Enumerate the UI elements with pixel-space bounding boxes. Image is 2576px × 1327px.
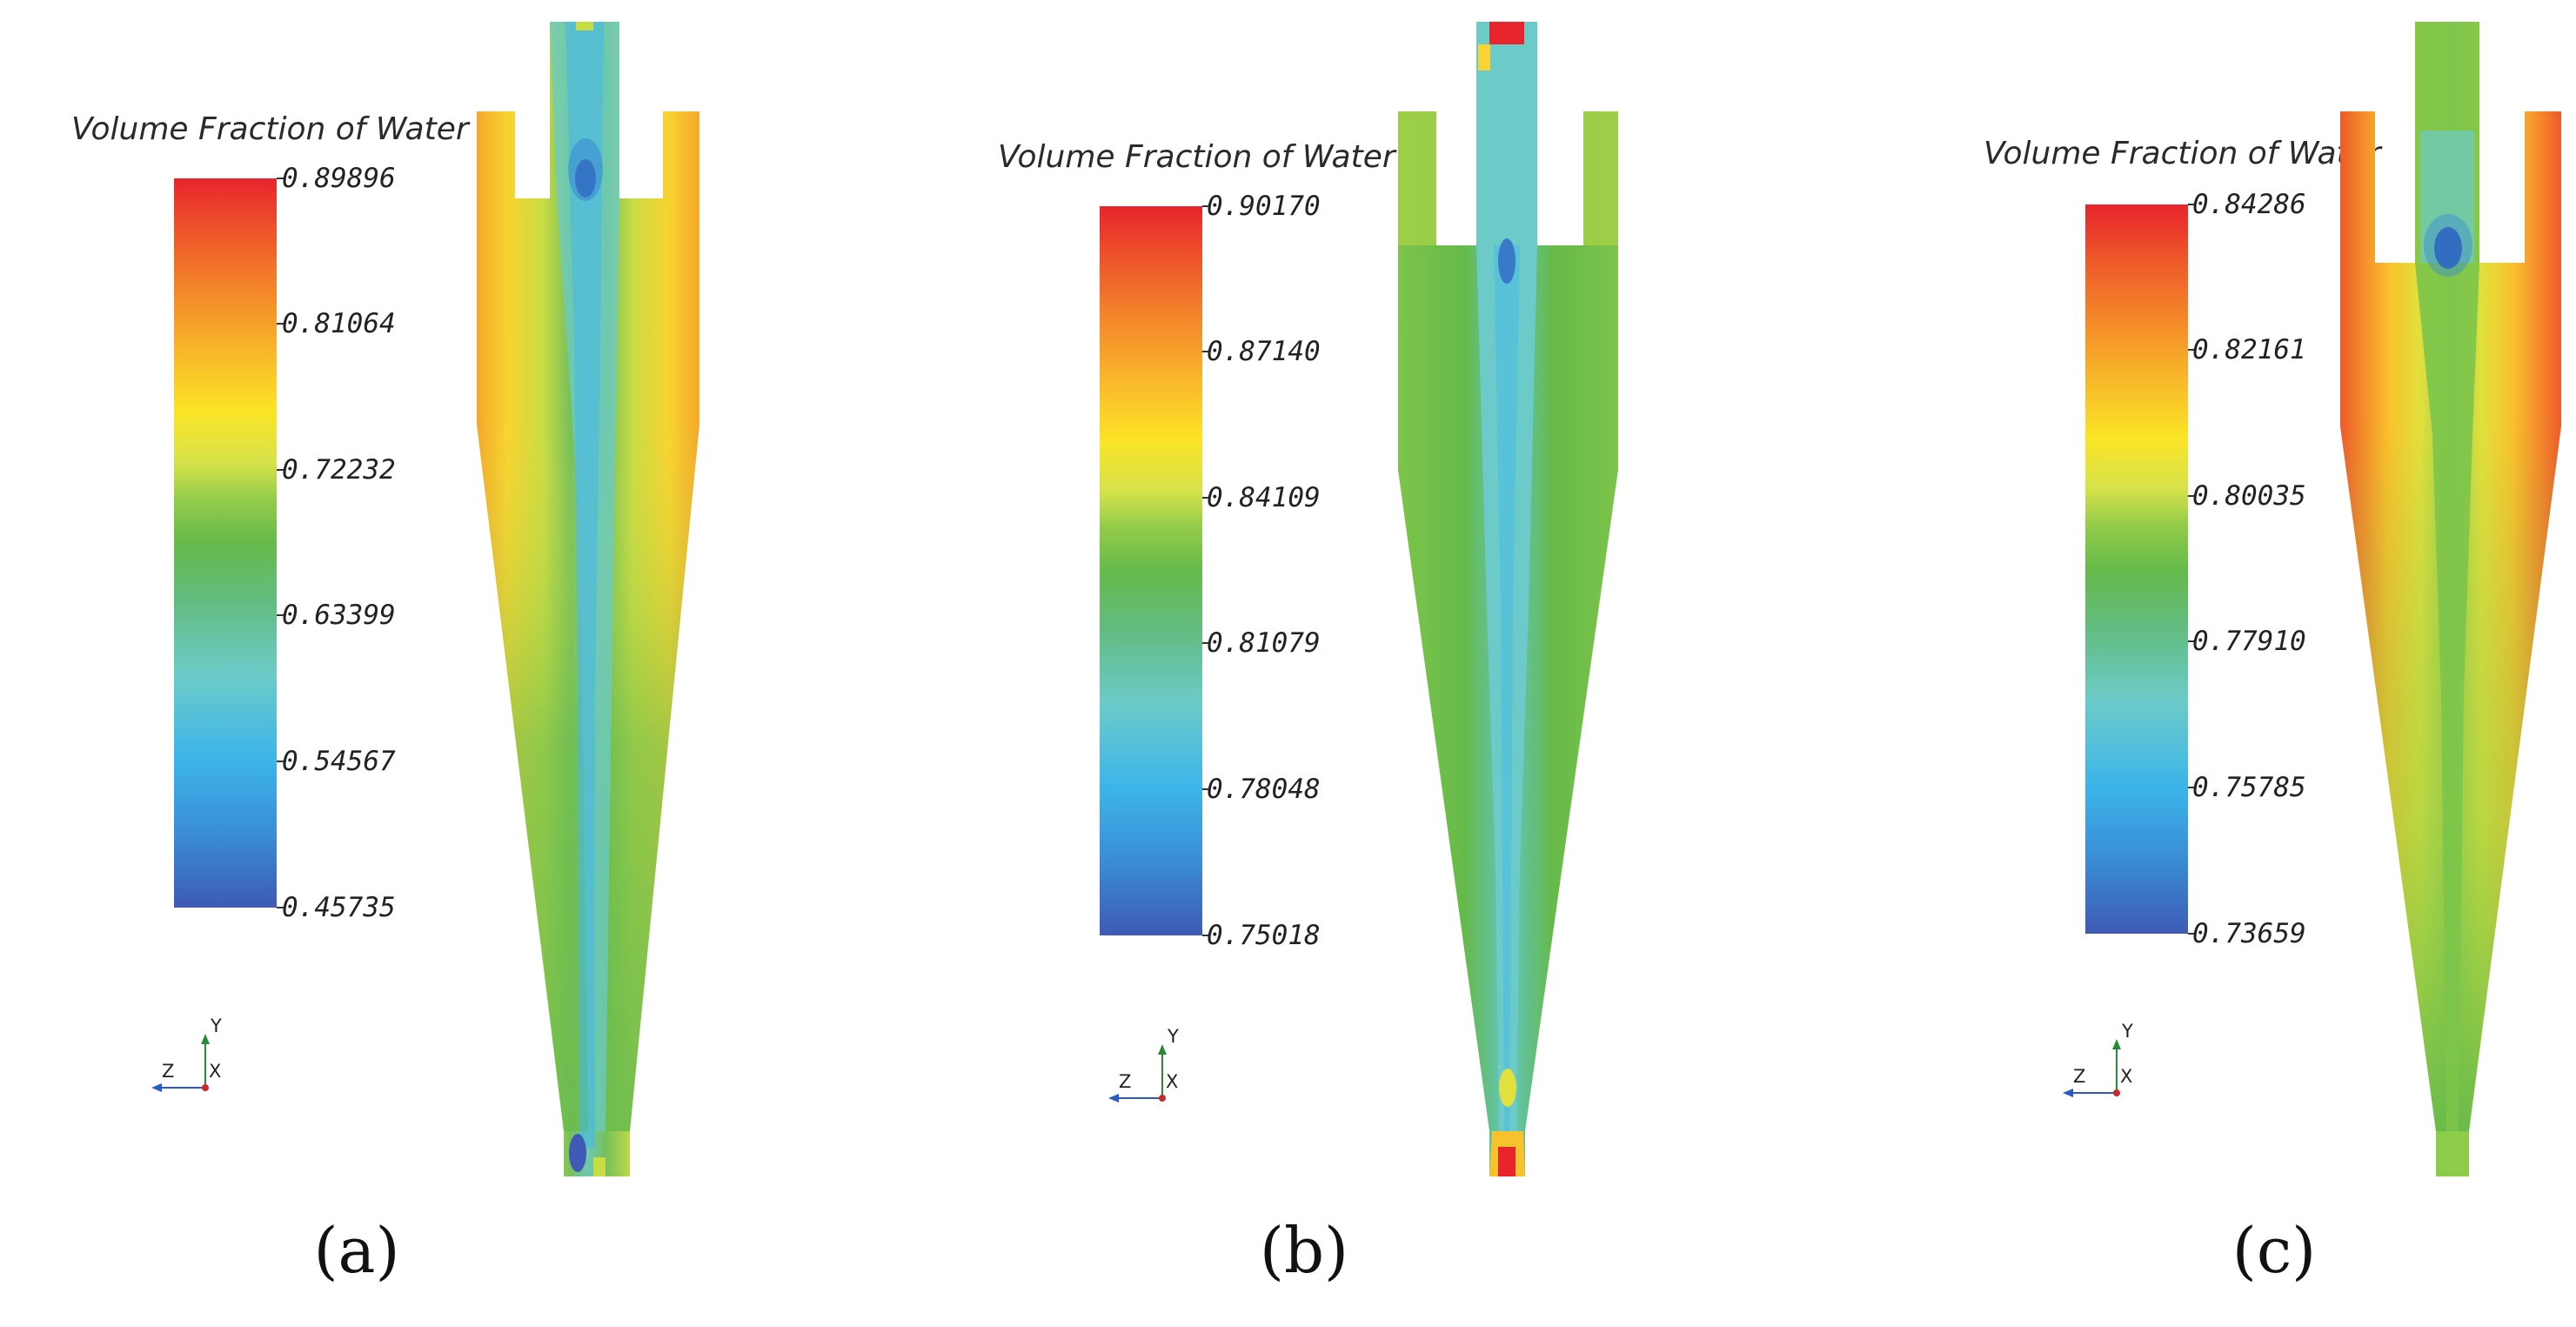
axis-y-label: Y xyxy=(210,1015,222,1036)
axis-y-label: Y xyxy=(1167,1026,1179,1047)
axes-triad: Y Z X xyxy=(2063,1021,2133,1097)
panel-c-figure: Volume Fraction of Water 0.84286 0.82161… xyxy=(1984,22,2561,1176)
axis-z-label: Z xyxy=(1119,1071,1131,1092)
colorbar-tick: 0.82161 xyxy=(2192,334,2306,365)
panel-label: (a) xyxy=(313,1214,400,1287)
colorbar-tick: 0.75785 xyxy=(2192,772,2306,803)
colorbar-tick: 0.77910 xyxy=(2192,626,2306,657)
colorbar-tick: 0.89896 xyxy=(282,163,396,194)
panel-label: (b) xyxy=(1259,1214,1349,1287)
colorbar-tick: 0.75018 xyxy=(1207,920,1321,951)
colorbar-tick: 0.81064 xyxy=(282,308,396,339)
axes-triad: Y Z X xyxy=(1108,1026,1179,1102)
colorbar-tick: 0.87140 xyxy=(1207,336,1321,367)
panel-a: Volume Fraction of Water 0.89896 0.81064… xyxy=(0,0,859,1327)
hydrocyclone-contour xyxy=(1398,22,1618,1176)
axis-y-label: Y xyxy=(2121,1021,2133,1042)
axes-triad: Y Z X xyxy=(151,1015,222,1092)
hydrocyclone-contour xyxy=(477,22,699,1176)
colorbar xyxy=(1100,206,1202,935)
hydrocyclone-contour xyxy=(2340,22,2561,1176)
colorbar-tick: 0.54567 xyxy=(282,746,396,777)
colorbar-tick: 0.84286 xyxy=(2192,189,2306,220)
colorbar-tick: 0.81079 xyxy=(1207,627,1321,659)
colorbar-tick: 0.45735 xyxy=(282,892,396,923)
axis-z-label: Z xyxy=(162,1061,174,1082)
axis-x-label: X xyxy=(2120,1066,2132,1087)
axis-x-label: X xyxy=(209,1061,221,1082)
axis-z-label: Z xyxy=(2073,1066,2085,1087)
colorbar-tick: 0.73659 xyxy=(2192,918,2306,949)
colorbar-tick: 0.84109 xyxy=(1207,482,1321,513)
axis-x-label: X xyxy=(1166,1071,1178,1092)
colorbar xyxy=(174,178,277,908)
colorbar-tick: 0.63399 xyxy=(282,600,396,631)
colorbar xyxy=(2085,204,2188,934)
panel-a-figure: Volume Fraction of Water 0.89896 0.81064… xyxy=(71,22,699,1176)
colorbar-title: Volume Fraction of Water xyxy=(1984,136,2383,171)
panel-b: Volume Fraction of Water 0.90170 0.87140… xyxy=(859,0,1717,1327)
panel-label: (c) xyxy=(2231,1214,2317,1287)
colorbar-tick: 0.78048 xyxy=(1207,774,1321,805)
colorbar-tick: 0.72232 xyxy=(282,454,396,486)
colorbar-tick: 0.80035 xyxy=(2192,480,2306,512)
panel-c: Volume Fraction of Water 0.84286 0.82161… xyxy=(1717,0,2576,1327)
panel-b-figure: Volume Fraction of Water 0.90170 0.87140… xyxy=(998,22,1618,1176)
colorbar-title: Volume Fraction of Water xyxy=(998,139,1397,175)
colorbar-title: Volume Fraction of Water xyxy=(71,111,471,147)
colorbar-tick: 0.90170 xyxy=(1207,191,1321,222)
